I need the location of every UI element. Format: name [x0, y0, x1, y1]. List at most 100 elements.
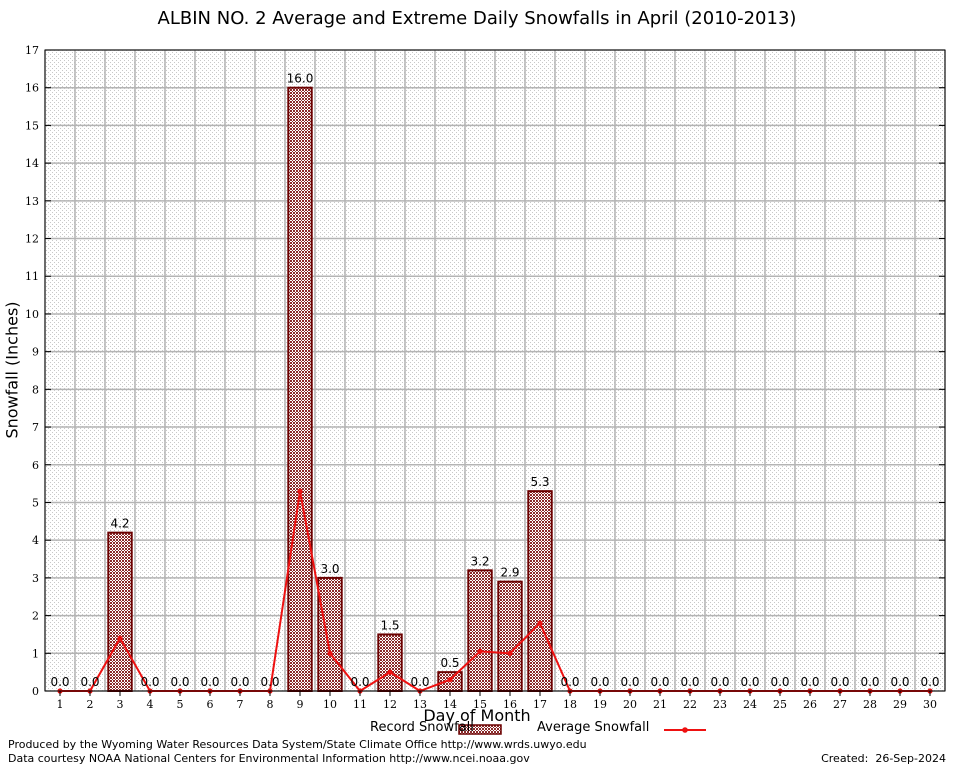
x-tick-label: 5: [177, 698, 184, 711]
x-tick-label: 29: [893, 698, 907, 711]
bar-value-label: 0.0: [860, 675, 879, 689]
record-bar: [107, 531, 133, 693]
bar-value-label: 0.0: [230, 675, 249, 689]
bar-value-label: 0.0: [920, 675, 939, 689]
x-tick-label: 23: [713, 698, 727, 711]
legend-average-label: Average Snowfall: [537, 720, 650, 735]
record-bar: [377, 633, 403, 692]
y-tick-label: 14: [25, 157, 39, 170]
x-tick-label: 2: [87, 698, 94, 711]
y-tick-label: 4: [32, 534, 39, 547]
x-tick-label: 20: [623, 698, 637, 711]
y-tick-label: 5: [32, 496, 39, 509]
bar-value-label: 0.0: [200, 675, 219, 689]
bar-value-label: 3.0: [320, 562, 339, 576]
y-tick-label: 8: [32, 383, 39, 396]
average-point: [117, 635, 123, 641]
bar-value-label: 4.2: [110, 517, 129, 531]
x-tick-label: 7: [237, 698, 244, 711]
y-tick-label: 9: [32, 346, 39, 359]
y-tick-label: 17: [25, 44, 39, 57]
footer-data-courtesy: Data courtesy NOAA National Centers for …: [8, 752, 530, 765]
y-tick-label: 11: [25, 270, 39, 283]
x-tick-label: 13: [413, 698, 427, 711]
bar-value-label: 0.0: [620, 675, 639, 689]
chart-title: ALBIN NO. 2 Average and Extreme Daily Sn…: [157, 8, 797, 29]
legend: [458, 724, 706, 735]
bar-value-label: 0.5: [440, 656, 459, 670]
y-tick-label: 0: [32, 685, 39, 698]
average-point: [297, 488, 303, 494]
y-tick-label: 16: [25, 82, 39, 95]
x-tick-label: 15: [473, 698, 487, 711]
record-bar: [497, 580, 523, 693]
legend-record-swatch: [458, 724, 502, 735]
bar-value-label: 0.0: [890, 675, 909, 689]
x-tick-label: 4: [147, 698, 154, 711]
y-tick-label: 12: [25, 233, 39, 246]
bar-value-label: 0.0: [650, 675, 669, 689]
bar-value-label: 16.0: [287, 72, 314, 86]
x-tick-label: 25: [773, 698, 787, 711]
y-tick-label: 3: [32, 572, 39, 585]
x-tick-label: 16: [503, 698, 517, 711]
y-axis-label: Snowfall (Inches): [2, 301, 22, 439]
bar-value-label: 0.0: [410, 675, 429, 689]
x-tick-label: 27: [833, 698, 847, 711]
x-tick-label: 11: [353, 698, 367, 711]
average-point: [387, 669, 393, 675]
bar-value-label: 0.0: [80, 675, 99, 689]
x-tick-label: 18: [563, 698, 577, 711]
bar-value-label: 0.0: [800, 675, 819, 689]
x-tick-label: 19: [593, 698, 607, 711]
footer-produced-by: Produced by the Wyoming Water Resources …: [8, 738, 587, 751]
y-tick-label: 6: [32, 459, 39, 472]
bar-labels: 0.0 0.0 4.2 0.0 0.0 0.0 0.0 0.0 16.0 3.0 0.0 1.5 0.0…: [50, 72, 939, 689]
x-tick-label: 30: [923, 698, 937, 711]
bar-value-label: 0.0: [50, 675, 69, 689]
x-tick-label: 10: [323, 698, 337, 711]
average-point: [447, 677, 453, 683]
x-axis-label: Day of Month: [423, 706, 531, 725]
legend-average-marker: [682, 727, 688, 733]
bar-value-label: 0.0: [770, 675, 789, 689]
x-tick-label: 22: [683, 698, 697, 711]
footer-created: Created: 26-Sep-2024: [821, 752, 946, 765]
y-tick-label: 2: [32, 610, 39, 623]
bar-value-label: 0.0: [350, 675, 369, 689]
bar-value-label: 5.3: [530, 475, 549, 489]
y-tick-label: 1: [32, 647, 39, 660]
bar-value-label: 0.0: [830, 675, 849, 689]
bar-value-label: 0.0: [590, 675, 609, 689]
average-point: [537, 620, 543, 626]
plot-border: [44, 49, 946, 692]
bar-value-label: 0.0: [740, 675, 759, 689]
record-bar: [317, 576, 343, 692]
y-tick-label: 10: [25, 308, 39, 321]
average-point: [327, 650, 333, 656]
bar-value-label: 0.0: [710, 675, 729, 689]
bar-value-label: 0.0: [140, 675, 159, 689]
legend-record-label: Record Snowfall: [370, 720, 474, 735]
record-bar: [467, 569, 493, 693]
x-tick-label: 17: [533, 698, 547, 711]
x-tick-label: 3: [117, 698, 124, 711]
bar-value-label: 3.2: [470, 554, 489, 568]
y-tick-label: 7: [32, 421, 39, 434]
average-point: [507, 650, 513, 656]
x-tick-label: 28: [863, 698, 877, 711]
x-tick-label: 24: [743, 698, 757, 711]
x-tick-label: 9: [297, 698, 304, 711]
average-point: [477, 648, 483, 655]
record-bar: [527, 490, 553, 692]
bar-value-label: 0.0: [560, 675, 579, 689]
record-bar: [287, 86, 313, 693]
bar-value-label: 2.9: [500, 566, 519, 580]
x-tick-label: 21: [653, 698, 667, 711]
x-tick-label: 1: [57, 698, 64, 711]
x-tick-label: 26: [803, 698, 817, 711]
y-tick-label: 13: [25, 195, 39, 208]
x-tick-label: 14: [443, 698, 457, 711]
bar-value-label: 0.0: [170, 675, 189, 689]
